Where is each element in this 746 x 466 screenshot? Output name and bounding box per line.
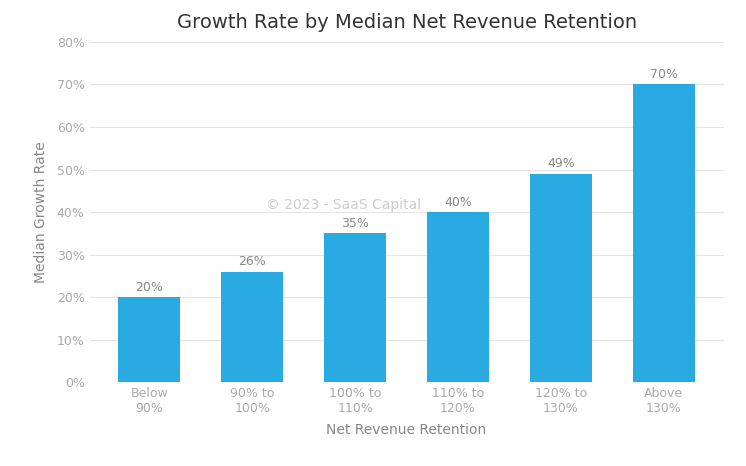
Text: 26%: 26% [238,255,266,268]
Text: 20%: 20% [135,281,163,294]
Text: 49%: 49% [547,158,575,171]
X-axis label: Net Revenue Retention: Net Revenue Retention [327,423,486,437]
Bar [222,272,283,382]
Bar [633,84,695,382]
Y-axis label: Median Growth Rate: Median Growth Rate [34,141,48,283]
Title: Growth Rate by Median Net Revenue Retention: Growth Rate by Median Net Revenue Retent… [177,13,636,32]
Bar [530,174,592,382]
Text: 35%: 35% [341,217,369,230]
Text: 40%: 40% [444,196,472,209]
Bar [119,297,180,382]
Bar [325,233,386,382]
Bar [427,212,489,382]
Text: 70%: 70% [650,68,678,81]
Text: © 2023 - SaaS Capital: © 2023 - SaaS Capital [266,198,421,212]
